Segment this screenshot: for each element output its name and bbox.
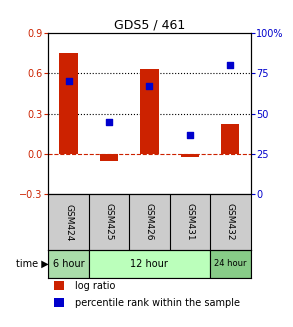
Bar <box>89 250 210 278</box>
Title: GDS5 / 461: GDS5 / 461 <box>114 19 185 31</box>
Text: GSM426: GSM426 <box>145 203 154 241</box>
Point <box>228 62 233 68</box>
Bar <box>210 250 251 278</box>
Text: percentile rank within the sample: percentile rank within the sample <box>75 298 240 308</box>
Bar <box>54 298 64 307</box>
Text: 24 hour: 24 hour <box>214 259 246 268</box>
Bar <box>48 250 89 278</box>
Point <box>66 78 71 84</box>
Text: GSM425: GSM425 <box>105 203 113 241</box>
Text: GSM431: GSM431 <box>185 203 194 241</box>
Bar <box>140 69 159 154</box>
Bar <box>100 154 118 161</box>
Bar <box>181 154 199 157</box>
Bar <box>59 53 78 154</box>
Point <box>188 132 192 137</box>
Text: time ▶: time ▶ <box>16 259 48 269</box>
Bar <box>221 124 239 154</box>
Text: log ratio: log ratio <box>75 281 115 291</box>
Bar <box>54 281 64 290</box>
Text: GSM424: GSM424 <box>64 203 73 241</box>
Point <box>107 119 111 124</box>
Point <box>147 83 152 89</box>
Text: GSM432: GSM432 <box>226 203 235 241</box>
Text: 6 hour: 6 hour <box>53 259 84 269</box>
Text: 12 hour: 12 hour <box>130 259 168 269</box>
